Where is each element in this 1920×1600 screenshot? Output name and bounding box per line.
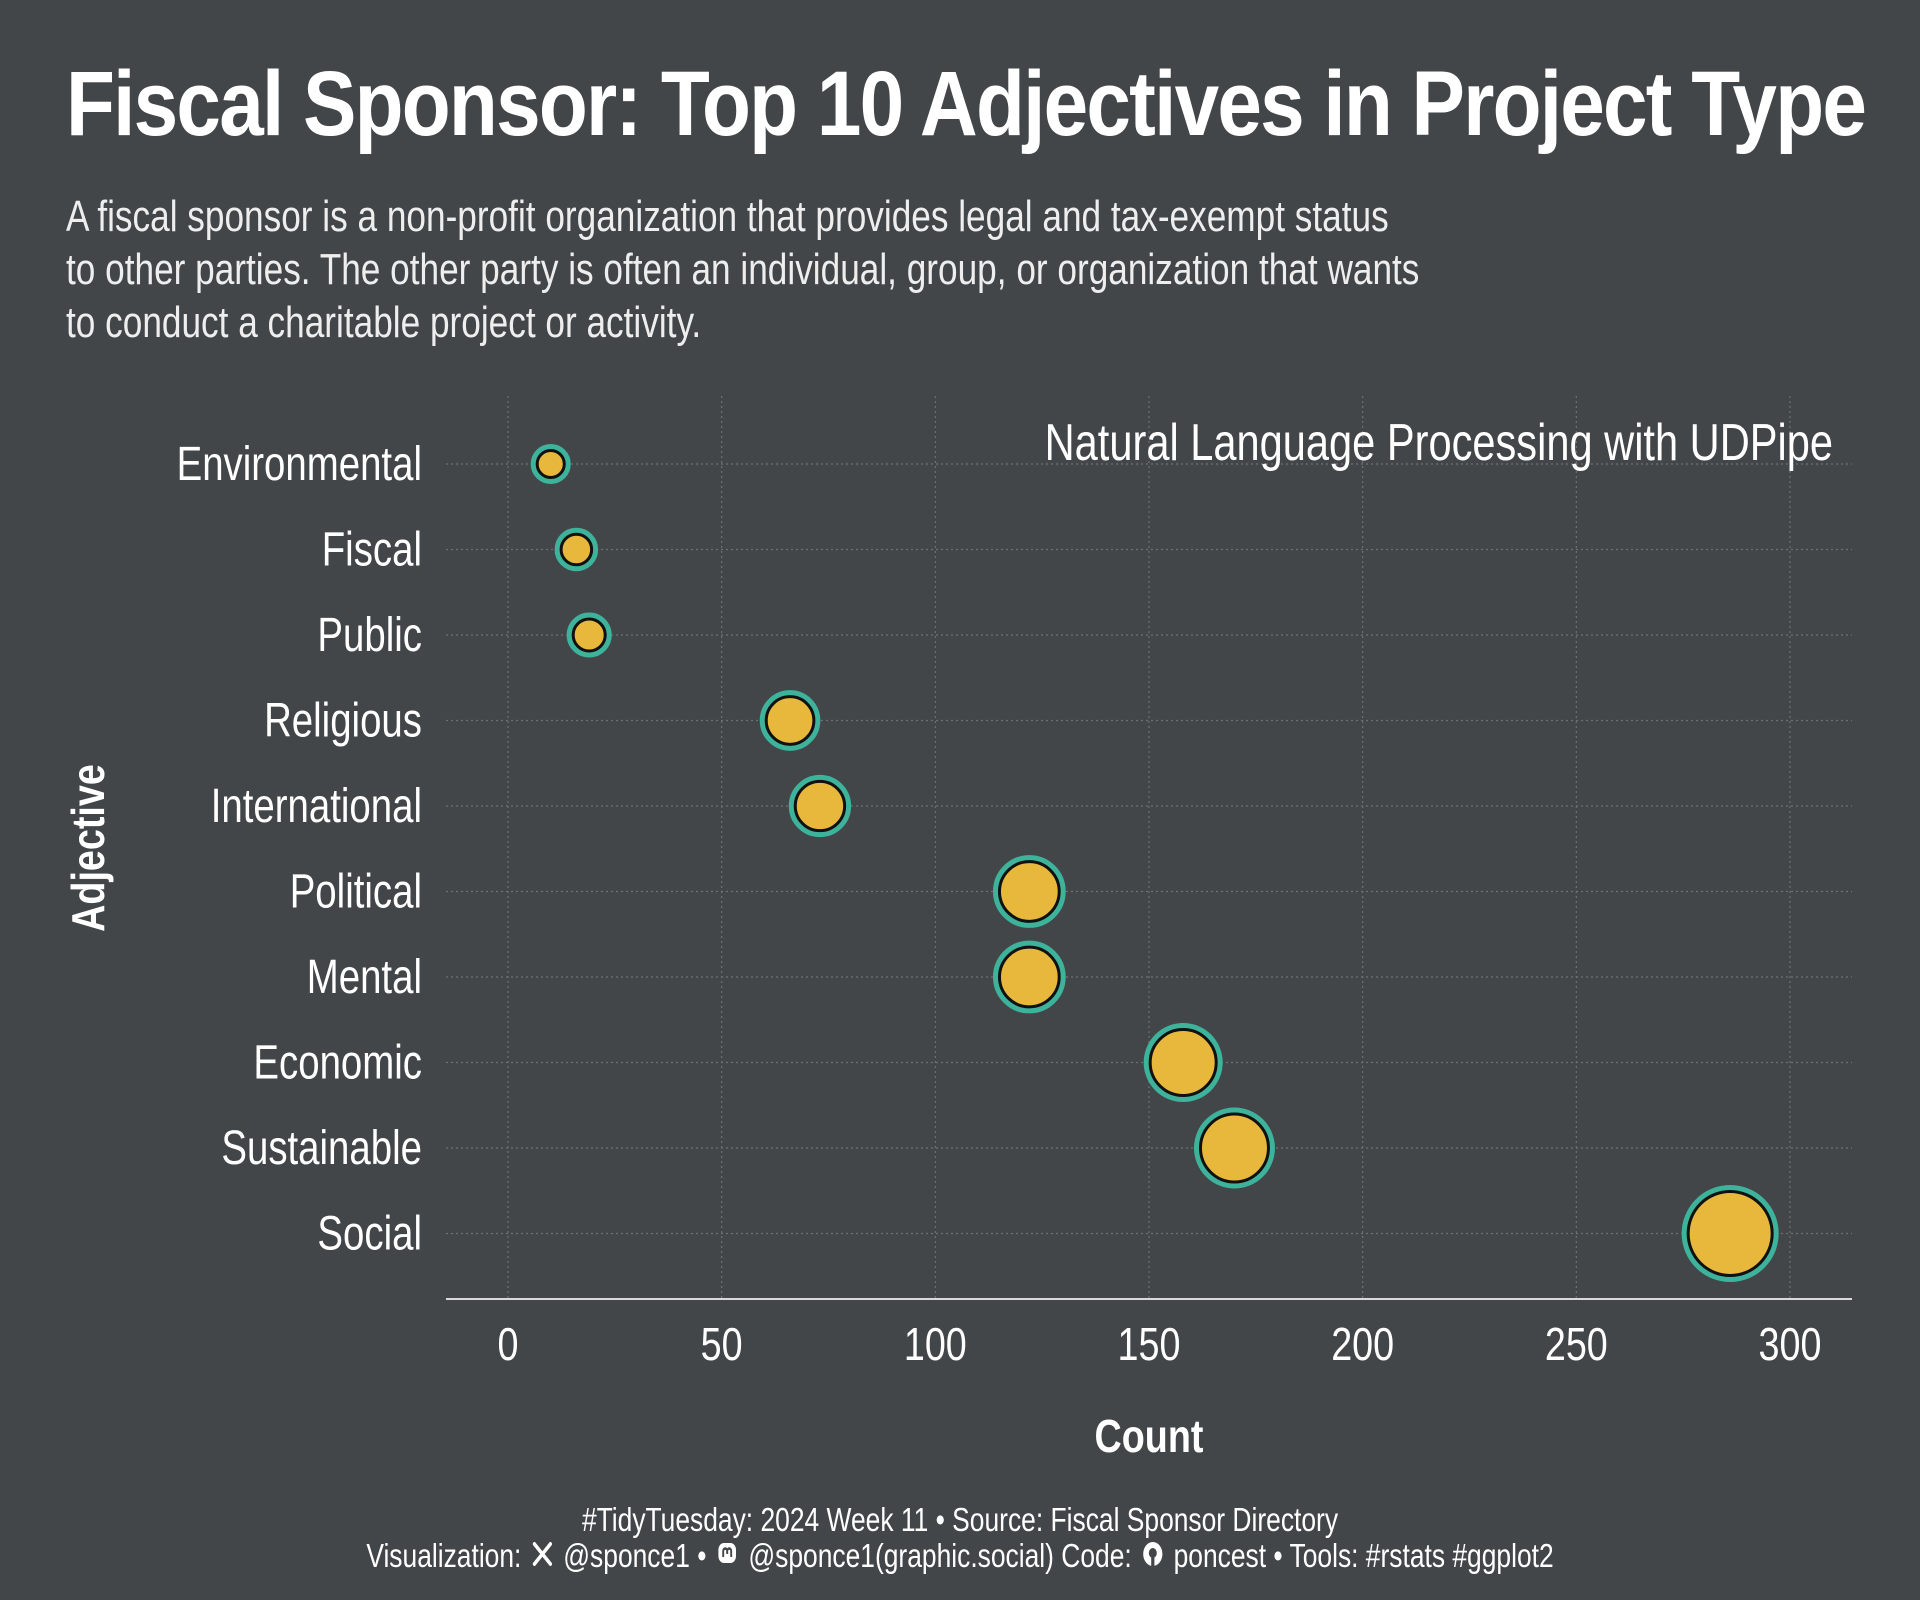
chart-title: Fiscal Sponsor: Top 10 Adjectives in Pro… xyxy=(66,53,1867,155)
mastodon-icon xyxy=(717,1538,738,1574)
caption-line-1: #TidyTuesday: 2024 Week 11 • Source: Fis… xyxy=(581,1501,1339,1538)
x-tick-label-250: 250 xyxy=(1545,1318,1608,1369)
point-economic xyxy=(1148,1027,1218,1098)
chart-subtitle: A fiscal sponsor is a non-profit organiz… xyxy=(66,190,1602,349)
dot-plot: Natural Language Processing with UDPipe … xyxy=(62,396,1852,1462)
y-tick-label-environmental: Environmental xyxy=(177,438,422,491)
x-tick-labels: 0 50 100 150 200 250 300 xyxy=(498,1318,1822,1369)
point-international xyxy=(793,779,847,833)
github-icon xyxy=(1142,1538,1163,1574)
caption-x-handle[interactable]: @sponce1 • xyxy=(563,1537,707,1574)
caption-mastodon-handle[interactable]: @sponce1(graphic.social) Code: xyxy=(748,1537,1132,1574)
point-ring-international xyxy=(788,774,852,838)
subtitle-line-2: to other parties. The other party is oft… xyxy=(66,245,1420,294)
y-tick-label-public: Public xyxy=(317,609,422,662)
x-tick-label-100: 100 xyxy=(904,1318,967,1369)
grid-lines xyxy=(446,396,1852,1299)
point-social xyxy=(1686,1190,1774,1277)
y-axis-title: Adjective xyxy=(62,764,113,932)
point-ring-environmental xyxy=(530,443,571,485)
point-ring-sustainable xyxy=(1193,1107,1275,1189)
y-tick-label-social: Social xyxy=(317,1208,422,1261)
data-points xyxy=(530,443,1779,1282)
x-tick-label-300: 300 xyxy=(1759,1318,1822,1369)
point-ring-public xyxy=(566,612,612,658)
x-axis-title: Count xyxy=(1095,1410,1204,1461)
y-tick-label-religious: Religious xyxy=(264,695,422,748)
point-fiscal xyxy=(559,532,594,567)
caption-line-2: Visualization: @sponce1 • @sponce1(graph… xyxy=(192,1538,1728,1574)
point-ring-fiscal xyxy=(554,527,599,572)
point-political xyxy=(997,860,1061,923)
y-tick-labels: Environmental Fiscal Public Religious Intern… xyxy=(177,438,422,1261)
x-tick-label-150: 150 xyxy=(1118,1318,1181,1369)
y-tick-label-mental: Mental xyxy=(307,951,422,1004)
subtitle-line-1: A fiscal sponsor is a non-profit organiz… xyxy=(66,192,1389,241)
point-ring-economic xyxy=(1143,1022,1223,1103)
x-tick-label-50: 50 xyxy=(701,1318,743,1369)
y-tick-label-economic: Economic xyxy=(253,1037,422,1090)
y-tick-label-fiscal: Fiscal xyxy=(322,524,422,577)
caption-viz-label: Visualization: xyxy=(366,1537,522,1574)
x-logo-icon xyxy=(532,1538,553,1574)
y-tick-label-political: Political xyxy=(290,866,422,919)
x-tick-label-200: 200 xyxy=(1331,1318,1394,1369)
y-tick-label-international: International xyxy=(211,780,422,833)
subtitle-line-3: to conduct a charitable project or activ… xyxy=(66,298,702,347)
x-tick-label-0: 0 xyxy=(498,1318,519,1369)
point-ring-social xyxy=(1681,1185,1779,1282)
caption-github-handle[interactable]: poncest • Tools: #rstats #ggplot2 xyxy=(1173,1537,1554,1574)
point-religious xyxy=(764,695,816,746)
point-public xyxy=(571,617,607,653)
point-ring-religious xyxy=(759,690,821,751)
point-ring-mental xyxy=(992,940,1066,1014)
point-sustainable xyxy=(1198,1112,1270,1184)
chart-annotation: Natural Language Processing with UDPipe xyxy=(1045,413,1833,472)
caption: #TidyTuesday: 2024 Week 11 • Source: Fis… xyxy=(0,1502,1920,1574)
point-mental xyxy=(997,945,1061,1009)
point-ring-political xyxy=(992,855,1066,928)
point-environmental xyxy=(535,448,566,480)
y-tick-label-sustainable: Sustainable xyxy=(221,1122,422,1175)
